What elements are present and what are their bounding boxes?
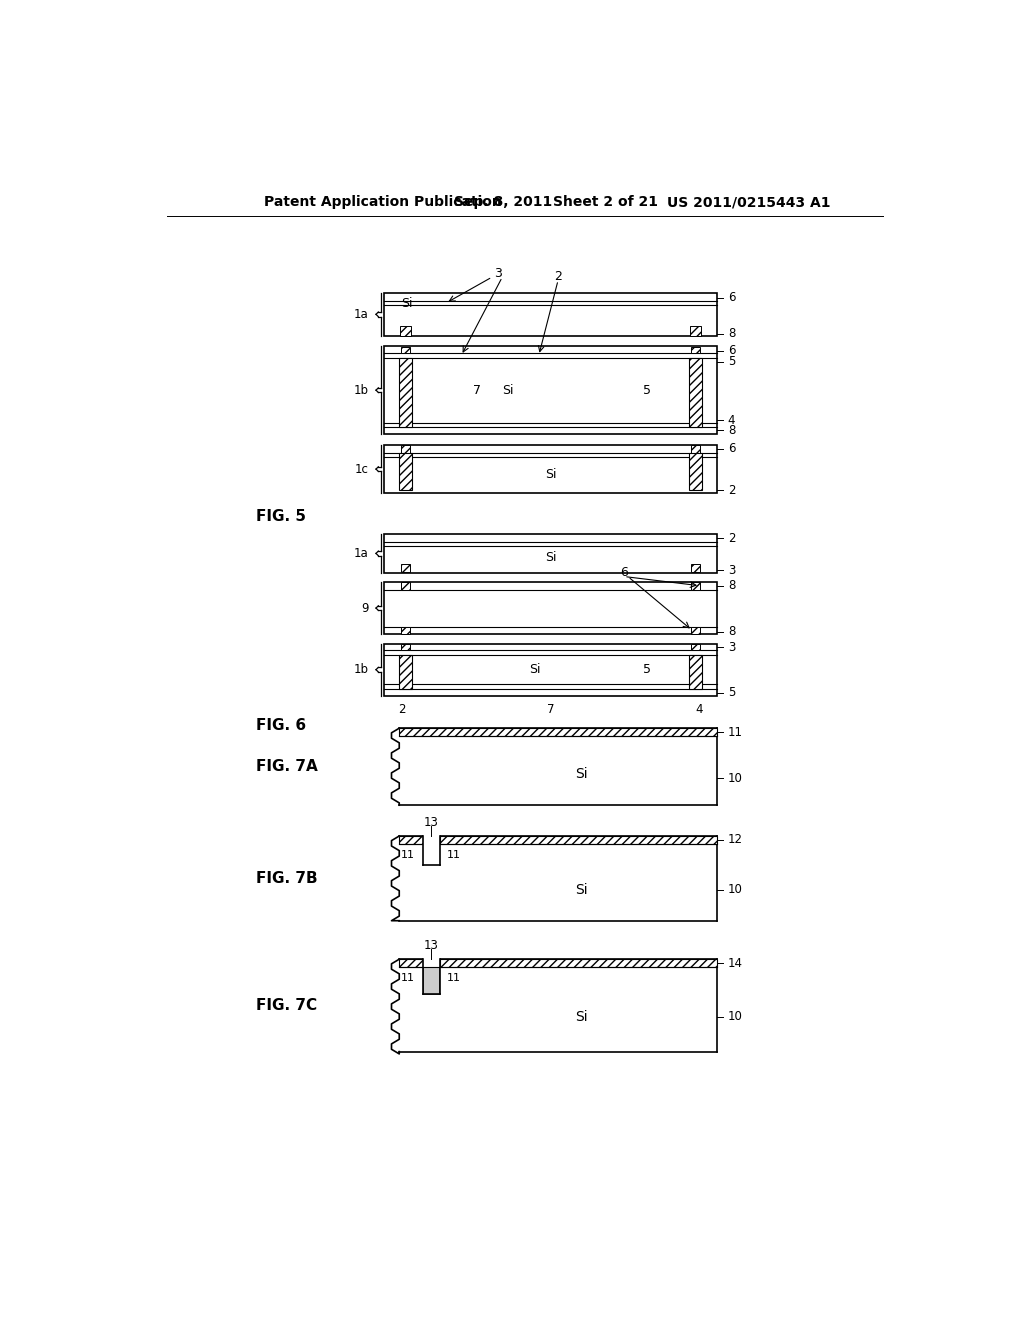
Bar — [690, 445, 700, 453]
Text: 10: 10 — [728, 772, 742, 785]
Bar — [400, 326, 411, 335]
Bar — [400, 627, 410, 635]
Bar — [384, 535, 717, 573]
Text: 8: 8 — [728, 579, 735, 593]
Text: FIG. 7C: FIG. 7C — [256, 998, 317, 1012]
Text: 2: 2 — [398, 704, 406, 717]
Text: 11: 11 — [728, 726, 742, 739]
Text: Si: Si — [502, 384, 513, 397]
Bar — [439, 960, 717, 966]
Bar — [689, 453, 701, 490]
Bar — [690, 627, 700, 635]
Bar — [399, 836, 423, 843]
Text: FIG. 6: FIG. 6 — [256, 718, 306, 733]
Text: FIG. 7B: FIG. 7B — [256, 871, 317, 886]
Text: 11: 11 — [400, 850, 415, 861]
Text: 1b: 1b — [353, 663, 369, 676]
Text: 3: 3 — [495, 268, 503, 280]
Bar — [399, 358, 412, 428]
Text: 11: 11 — [400, 973, 415, 983]
Bar — [689, 655, 701, 689]
Bar — [400, 445, 410, 453]
Text: 2: 2 — [728, 532, 735, 545]
Text: 1a: 1a — [353, 546, 369, 560]
Bar — [399, 453, 412, 490]
Text: 8: 8 — [728, 424, 735, 437]
Bar — [384, 346, 717, 434]
Bar — [423, 958, 439, 994]
Text: FIG. 7A: FIG. 7A — [256, 759, 317, 775]
Bar — [384, 582, 717, 635]
Text: 5: 5 — [643, 663, 651, 676]
Text: Si: Si — [400, 297, 413, 310]
Text: 11: 11 — [447, 973, 461, 983]
Text: US 2011/0215443 A1: US 2011/0215443 A1 — [667, 195, 830, 210]
Text: 5: 5 — [728, 686, 735, 700]
Bar — [423, 836, 439, 866]
Text: Patent Application Publication: Patent Application Publication — [263, 195, 502, 210]
Text: 6: 6 — [621, 566, 628, 579]
Bar — [400, 564, 410, 572]
Text: 12: 12 — [728, 833, 742, 846]
Bar — [399, 655, 412, 689]
Text: 2: 2 — [554, 269, 562, 282]
Bar — [689, 358, 701, 428]
Text: 10: 10 — [728, 883, 742, 896]
Text: 1c: 1c — [354, 462, 369, 475]
Text: 8: 8 — [728, 327, 735, 341]
Bar — [384, 445, 717, 494]
Bar — [690, 582, 700, 590]
Text: 3: 3 — [728, 564, 735, 577]
Bar — [384, 644, 717, 696]
Text: 6: 6 — [728, 345, 735, 358]
Text: 4: 4 — [728, 413, 735, 426]
Text: 8: 8 — [728, 626, 735, 639]
Text: 7: 7 — [547, 704, 554, 717]
Text: 13: 13 — [424, 816, 438, 829]
Text: Sheet 2 of 21: Sheet 2 of 21 — [553, 195, 657, 210]
Text: 2: 2 — [728, 483, 735, 496]
Bar — [690, 564, 700, 572]
Text: Si: Si — [575, 1010, 588, 1024]
Text: 6: 6 — [728, 292, 735, 305]
Text: Si: Si — [545, 469, 556, 482]
Text: 11: 11 — [447, 850, 461, 861]
Text: 10: 10 — [728, 1010, 742, 1023]
Text: Si: Si — [545, 550, 556, 564]
Bar — [384, 293, 717, 335]
Text: 1a: 1a — [353, 308, 369, 321]
Text: 6: 6 — [728, 442, 735, 455]
Bar — [400, 582, 410, 590]
Bar — [399, 729, 717, 737]
Text: FIG. 5: FIG. 5 — [256, 510, 306, 524]
Text: 5: 5 — [728, 355, 735, 368]
Text: 3: 3 — [728, 640, 735, 653]
Bar — [690, 347, 700, 354]
Text: 7: 7 — [473, 384, 480, 397]
Text: 5: 5 — [643, 384, 651, 397]
Bar — [439, 836, 717, 843]
Text: Si: Si — [575, 883, 588, 896]
Text: 4: 4 — [695, 704, 702, 717]
Text: 14: 14 — [728, 957, 742, 970]
Bar — [423, 966, 438, 994]
Text: 13: 13 — [424, 939, 438, 952]
Text: Si: Si — [575, 767, 588, 781]
Bar — [690, 326, 700, 335]
Text: 9: 9 — [360, 602, 369, 615]
Bar — [690, 644, 700, 651]
Bar — [399, 960, 423, 966]
Bar — [400, 644, 410, 651]
Text: Sep. 8, 2011: Sep. 8, 2011 — [454, 195, 552, 210]
Text: Si: Si — [529, 663, 541, 676]
Text: 1b: 1b — [353, 384, 369, 397]
Bar — [400, 347, 410, 354]
